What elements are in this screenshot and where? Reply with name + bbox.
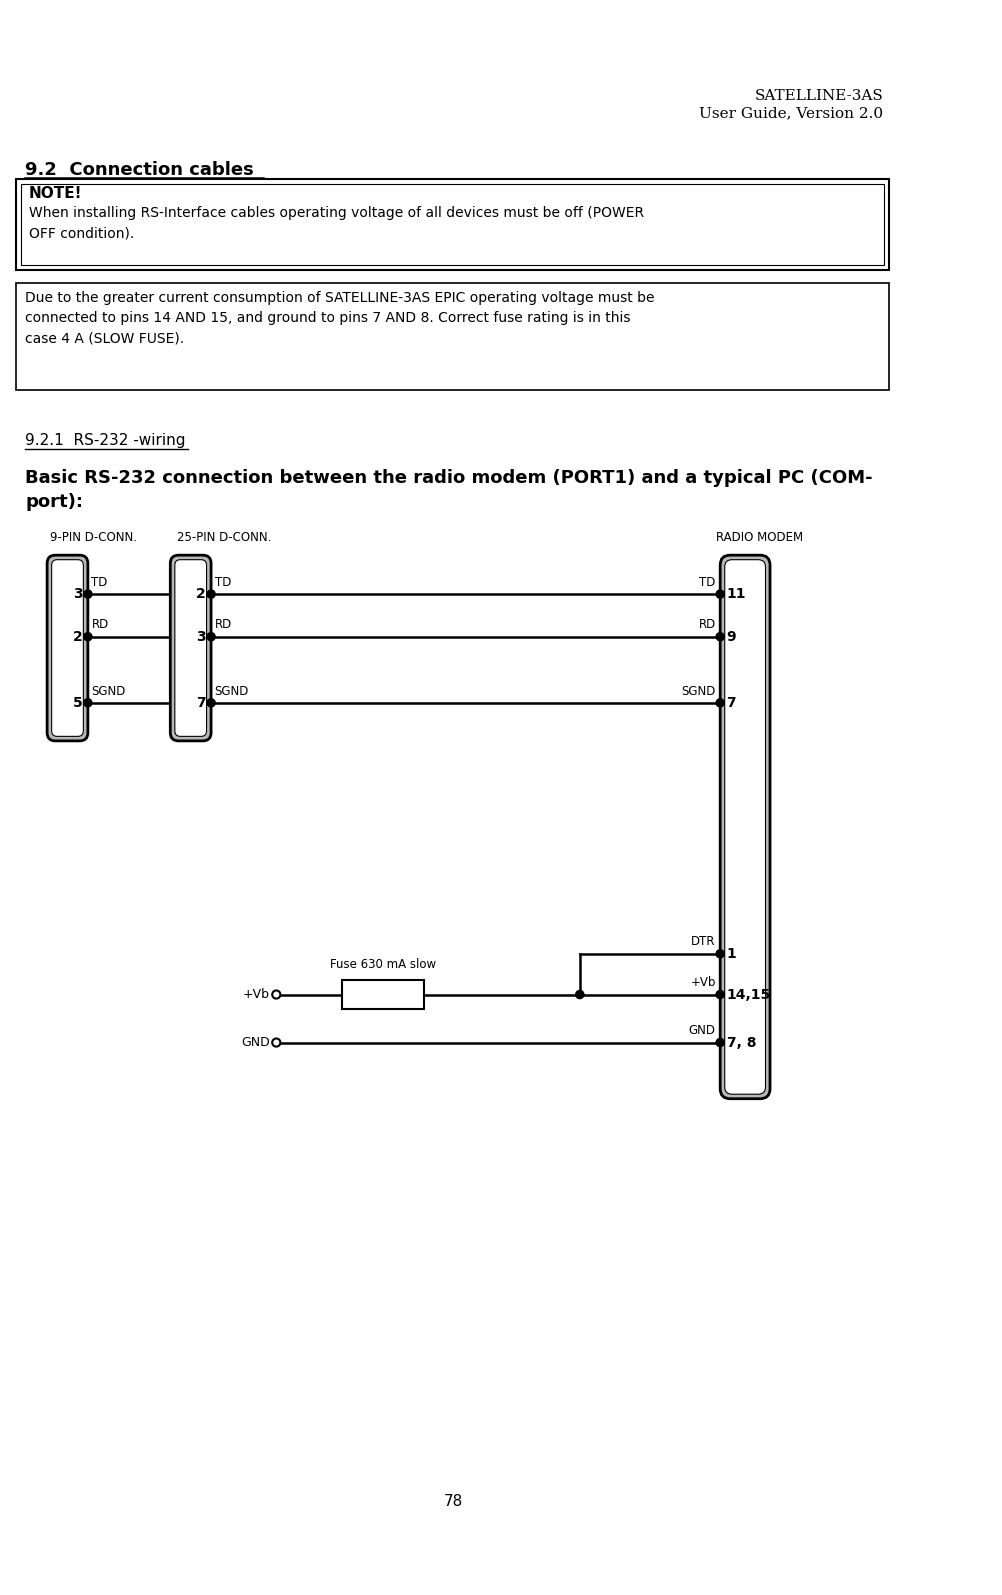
Circle shape xyxy=(715,699,723,707)
FancyBboxPatch shape xyxy=(16,179,888,270)
Text: 7: 7 xyxy=(195,695,205,710)
Circle shape xyxy=(84,699,92,707)
Text: SGND: SGND xyxy=(91,684,125,697)
FancyBboxPatch shape xyxy=(724,560,765,1094)
FancyBboxPatch shape xyxy=(47,555,88,742)
FancyBboxPatch shape xyxy=(719,555,770,1099)
Circle shape xyxy=(715,990,723,998)
Text: RADIO MODEM: RADIO MODEM xyxy=(715,531,802,544)
Text: 2: 2 xyxy=(195,587,205,601)
Circle shape xyxy=(206,590,215,598)
Text: 78: 78 xyxy=(444,1495,463,1509)
Text: Fuse 630 mA slow: Fuse 630 mA slow xyxy=(330,959,436,971)
Text: 14,15: 14,15 xyxy=(725,987,770,1002)
Circle shape xyxy=(206,699,215,707)
Text: TD: TD xyxy=(214,576,230,589)
Text: 25-PIN D-CONN.: 25-PIN D-CONN. xyxy=(176,531,271,544)
Text: +Vb: +Vb xyxy=(242,987,270,1002)
Text: SGND: SGND xyxy=(680,684,715,697)
Circle shape xyxy=(272,990,281,998)
Text: +Vb: +Vb xyxy=(689,976,715,989)
Text: SGND: SGND xyxy=(214,684,248,697)
Text: TD: TD xyxy=(698,576,715,589)
Text: 1: 1 xyxy=(725,947,735,960)
Text: RD: RD xyxy=(214,619,231,632)
Circle shape xyxy=(272,1038,281,1046)
Text: 11: 11 xyxy=(725,587,745,601)
Circle shape xyxy=(715,633,723,641)
Text: RD: RD xyxy=(697,619,715,632)
Text: 9.2  Connection cables: 9.2 Connection cables xyxy=(25,161,254,179)
Circle shape xyxy=(715,1038,723,1046)
Text: SATELLINE-3AS: SATELLINE-3AS xyxy=(754,89,883,102)
Text: Due to the greater current consumption of SATELLINE-3AS EPIC operating voltage m: Due to the greater current consumption o… xyxy=(25,290,654,346)
Text: 7, 8: 7, 8 xyxy=(725,1035,756,1050)
FancyBboxPatch shape xyxy=(16,284,888,391)
Circle shape xyxy=(715,590,723,598)
Text: 2: 2 xyxy=(72,630,82,644)
Text: GND: GND xyxy=(688,1024,715,1037)
Text: 7: 7 xyxy=(725,695,735,710)
Text: DTR: DTR xyxy=(690,936,715,949)
Text: 5: 5 xyxy=(72,695,82,710)
Text: RD: RD xyxy=(91,619,108,632)
Text: GND: GND xyxy=(240,1037,270,1050)
FancyBboxPatch shape xyxy=(21,183,884,265)
Circle shape xyxy=(206,633,215,641)
Text: NOTE!: NOTE! xyxy=(29,185,82,201)
Text: 9: 9 xyxy=(725,630,735,644)
FancyBboxPatch shape xyxy=(174,560,206,737)
Circle shape xyxy=(84,590,92,598)
Text: 3: 3 xyxy=(195,630,205,644)
Text: When installing RS-Interface cables operating voltage of all devices must be off: When installing RS-Interface cables oper… xyxy=(29,206,643,241)
FancyBboxPatch shape xyxy=(51,560,83,737)
Circle shape xyxy=(575,990,583,998)
Bar xyxy=(342,979,424,1010)
Text: TD: TD xyxy=(91,576,108,589)
Circle shape xyxy=(715,949,723,959)
Text: User Guide, Version 2.0: User Guide, Version 2.0 xyxy=(698,107,883,121)
Text: Basic RS-232 connection between the radio modem (PORT1) and a typical PC (COM-
p: Basic RS-232 connection between the radi… xyxy=(25,469,872,510)
Text: 3: 3 xyxy=(73,587,82,601)
Text: 9.2.1  RS-232 -wiring: 9.2.1 RS-232 -wiring xyxy=(25,432,185,448)
Circle shape xyxy=(84,633,92,641)
FancyBboxPatch shape xyxy=(170,555,210,742)
Text: 9-PIN D-CONN.: 9-PIN D-CONN. xyxy=(50,531,136,544)
